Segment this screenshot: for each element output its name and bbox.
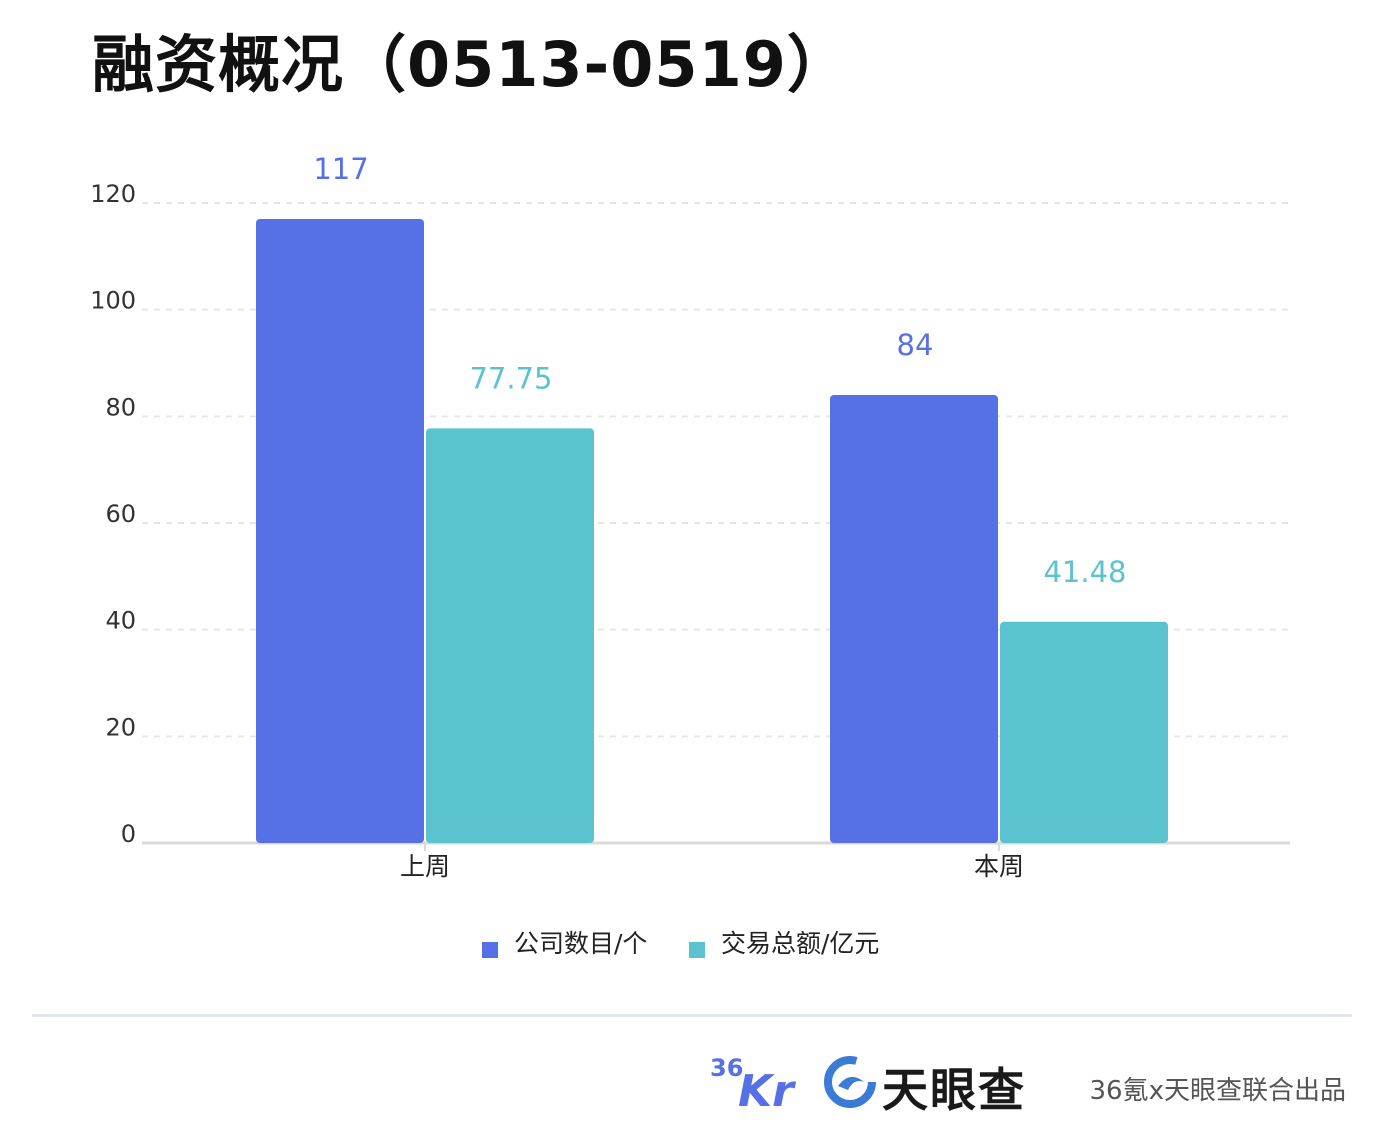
data-label: 117 xyxy=(313,152,368,186)
legend-label: 交易总额/亿元 xyxy=(721,929,879,958)
legend-label: 公司数目/个 xyxy=(514,929,647,958)
bar xyxy=(1000,621,1168,843)
tianyancha-logo-text: 天眼查 xyxy=(882,1063,1026,1117)
y-tick-label: 60 xyxy=(105,500,136,528)
y-tick-label: 100 xyxy=(90,287,136,315)
x-tick-label: 上周 xyxy=(400,852,450,881)
bar-chart: 0 20 40 60 80 100 120 117 77.75 上周 84 41.48 本周公司数目/个… xyxy=(90,152,1290,958)
data-label: 77.75 xyxy=(469,361,552,395)
footer-logos: 36 Kr 天眼查 xyxy=(708,1050,1048,1117)
bar xyxy=(830,395,998,843)
y-tick-label: 120 xyxy=(90,180,136,208)
36kr-logo-icon: 36 Kr xyxy=(710,1054,796,1114)
svg-text:Kr: Kr xyxy=(738,1066,796,1114)
credit-text: 36氪x天眼查联合出品 xyxy=(1089,1076,1346,1106)
data-label: 84 xyxy=(897,328,934,362)
legend-swatch xyxy=(689,942,705,958)
svg-text:36: 36 xyxy=(710,1054,743,1082)
bar xyxy=(256,219,424,843)
y-tick-label: 20 xyxy=(105,713,136,741)
footer-divider xyxy=(32,1014,1352,1017)
chart-title: 融资概况（0513-0519） xyxy=(92,28,850,101)
x-tick-label: 本周 xyxy=(974,852,1024,881)
bar xyxy=(426,428,594,843)
data-label: 41.48 xyxy=(1043,555,1126,589)
legend-swatch xyxy=(482,942,498,958)
y-tick-label: 0 xyxy=(121,820,136,848)
tianyancha-logo-icon xyxy=(824,1056,876,1108)
y-tick-label: 80 xyxy=(105,393,136,421)
y-tick-label: 40 xyxy=(105,607,136,635)
